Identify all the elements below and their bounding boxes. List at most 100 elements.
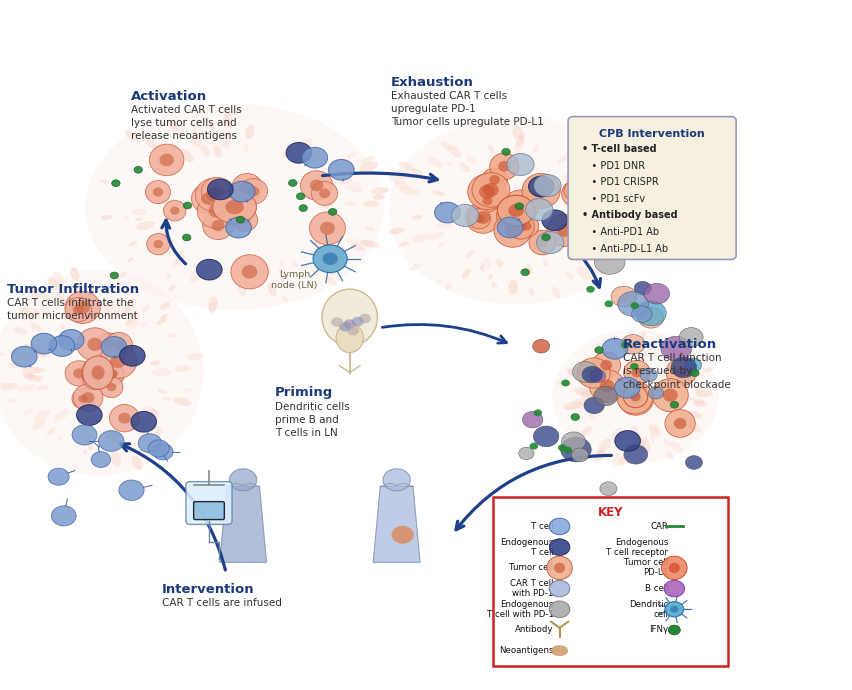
Circle shape — [501, 148, 509, 155]
Ellipse shape — [631, 394, 642, 402]
Ellipse shape — [212, 145, 221, 157]
Circle shape — [630, 302, 638, 309]
Circle shape — [285, 142, 311, 163]
Ellipse shape — [166, 273, 171, 279]
Ellipse shape — [625, 212, 631, 215]
Circle shape — [572, 362, 597, 382]
Ellipse shape — [320, 181, 338, 190]
Ellipse shape — [214, 185, 248, 216]
Ellipse shape — [475, 211, 489, 224]
Text: • T-cell based: • T-cell based — [581, 144, 655, 154]
Ellipse shape — [351, 188, 362, 193]
Ellipse shape — [618, 338, 625, 349]
Ellipse shape — [82, 392, 95, 403]
Ellipse shape — [311, 170, 318, 175]
Ellipse shape — [48, 277, 59, 290]
Text: CAR T cells are infused: CAR T cells are infused — [162, 598, 282, 608]
Ellipse shape — [129, 241, 137, 246]
Ellipse shape — [623, 360, 649, 385]
Ellipse shape — [158, 442, 164, 448]
Ellipse shape — [24, 408, 34, 415]
Ellipse shape — [491, 282, 494, 287]
Circle shape — [515, 203, 523, 210]
Ellipse shape — [86, 369, 98, 380]
Ellipse shape — [604, 363, 612, 371]
Circle shape — [98, 431, 124, 451]
FancyBboxPatch shape — [186, 482, 232, 524]
Circle shape — [643, 284, 669, 304]
Ellipse shape — [503, 190, 538, 222]
Ellipse shape — [693, 399, 704, 404]
Ellipse shape — [309, 249, 320, 256]
Ellipse shape — [611, 350, 617, 358]
Ellipse shape — [29, 349, 48, 358]
Ellipse shape — [37, 384, 49, 391]
Ellipse shape — [507, 215, 533, 239]
Text: Reactivation: Reactivation — [622, 338, 716, 351]
Ellipse shape — [664, 424, 676, 435]
Ellipse shape — [611, 428, 622, 444]
Ellipse shape — [225, 200, 244, 214]
Ellipse shape — [398, 241, 409, 247]
Ellipse shape — [516, 135, 523, 147]
Ellipse shape — [191, 135, 201, 148]
Ellipse shape — [445, 283, 452, 290]
Ellipse shape — [209, 302, 216, 313]
Ellipse shape — [633, 437, 639, 446]
Ellipse shape — [0, 269, 204, 476]
Text: Endogenous
T cell: Endogenous T cell — [499, 538, 553, 557]
Circle shape — [236, 216, 245, 223]
Ellipse shape — [100, 300, 109, 316]
Ellipse shape — [481, 168, 507, 192]
Ellipse shape — [618, 456, 625, 466]
Ellipse shape — [164, 201, 186, 221]
Ellipse shape — [258, 268, 266, 278]
Ellipse shape — [488, 175, 499, 184]
Ellipse shape — [580, 427, 592, 436]
Ellipse shape — [577, 369, 586, 375]
Ellipse shape — [28, 375, 43, 382]
Ellipse shape — [152, 368, 172, 377]
Circle shape — [570, 413, 579, 420]
Ellipse shape — [410, 263, 421, 270]
Ellipse shape — [330, 254, 340, 261]
FancyBboxPatch shape — [193, 502, 224, 520]
Ellipse shape — [201, 177, 233, 206]
Ellipse shape — [546, 215, 581, 246]
Ellipse shape — [608, 355, 613, 359]
Ellipse shape — [83, 366, 108, 390]
Ellipse shape — [145, 139, 157, 149]
Circle shape — [684, 358, 701, 372]
Ellipse shape — [586, 367, 600, 379]
Ellipse shape — [127, 258, 133, 262]
Ellipse shape — [21, 366, 41, 374]
Ellipse shape — [475, 190, 499, 212]
Ellipse shape — [429, 232, 445, 240]
Circle shape — [48, 469, 69, 485]
Circle shape — [594, 250, 625, 275]
Ellipse shape — [268, 283, 276, 296]
Ellipse shape — [91, 366, 105, 380]
Ellipse shape — [197, 193, 236, 228]
Ellipse shape — [435, 221, 452, 229]
Circle shape — [620, 335, 644, 354]
Ellipse shape — [169, 284, 175, 292]
Text: Tumor cell
PD-L1: Tumor cell PD-L1 — [624, 558, 668, 578]
Ellipse shape — [399, 161, 414, 171]
Ellipse shape — [153, 188, 163, 197]
Ellipse shape — [640, 331, 645, 339]
Ellipse shape — [90, 365, 113, 386]
Ellipse shape — [208, 297, 218, 312]
Polygon shape — [219, 486, 266, 562]
Ellipse shape — [158, 389, 167, 394]
Ellipse shape — [603, 213, 618, 219]
Text: Exhausted CAR T cells
upregulate PD-1
Tumor cells upregulate PD-L1: Exhausted CAR T cells upregulate PD-1 Tu… — [390, 91, 543, 128]
Ellipse shape — [205, 188, 221, 201]
Ellipse shape — [673, 418, 682, 424]
Ellipse shape — [160, 314, 167, 319]
Ellipse shape — [597, 439, 610, 454]
Text: CAR: CAR — [650, 522, 668, 531]
Ellipse shape — [164, 147, 177, 159]
Ellipse shape — [55, 294, 66, 306]
Ellipse shape — [590, 188, 600, 193]
